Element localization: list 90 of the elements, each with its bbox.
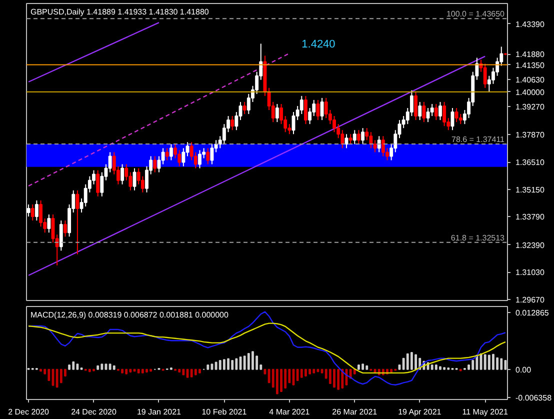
candlestick: [422, 101, 426, 123]
y-tick-label: 1.35150: [516, 185, 545, 194]
candlestick: [206, 148, 210, 165]
text: MACD(12,26,9) 0.008319 0.006872 0.001881 0.000000: [30, 310, 229, 320]
candlestick: [222, 124, 226, 145]
candlestick: [280, 103, 283, 125]
y-tick-label: 1.33790: [516, 212, 545, 222]
candlestick: [47, 214, 51, 234]
candlestick: [198, 150, 202, 169]
candlestick: [373, 140, 377, 153]
candlestick: [153, 156, 157, 173]
annotation: 1.4240: [302, 38, 336, 51]
text: GBPUSD,Daily 1.41889 1.41933 1.41830 1.41880: [30, 8, 210, 16]
candlestick: [76, 190, 80, 255]
y-tick-label: 1.37870: [516, 130, 545, 140]
candlestick: [242, 101, 246, 115]
candlestick: [434, 103, 438, 121]
candlestick: [332, 116, 336, 133]
candlestick: [458, 114, 462, 125]
x-tick-label: 4 Mar 2021: [269, 408, 310, 416]
x-tick-label: 19 Jan 2021: [136, 408, 182, 416]
x-tick-label: 19 Apr 2021: [398, 408, 442, 416]
y-tick-label: 1.36510: [516, 158, 545, 168]
y-tick-label: 1.43390: [516, 20, 545, 29]
y-tick-label: 1.41350: [516, 60, 545, 70]
y-tick-label: 1.41880: [516, 50, 545, 60]
candlestick: [320, 97, 324, 121]
candlestick: [108, 152, 112, 173]
x-tick-label: 10 Feb 2021: [202, 408, 248, 416]
candlestick: [352, 130, 356, 145]
candlestick: [169, 144, 173, 161]
candlestick: [369, 132, 373, 149]
ref-line-label: 78.6 = 1.37411: [451, 134, 506, 144]
ref-line-label: 61.8 = 1.32513: [450, 233, 506, 242]
candlestick: [165, 148, 169, 161]
candlestick: [365, 128, 369, 141]
candlestick: [300, 95, 304, 115]
candlestick: [174, 144, 178, 159]
candlestick: [316, 99, 320, 121]
y-tick-label: 1.29670: [516, 295, 545, 304]
y-tick-label: -0.006358: [516, 394, 552, 403]
candlestick: [430, 103, 434, 117]
candlestick: [96, 170, 100, 197]
candlestick: [348, 134, 352, 145]
y-tick-label: 1.40630: [516, 75, 545, 84]
ref-line-label: 100.0 = 1.43650: [446, 10, 506, 19]
candlestick: [483, 63, 487, 88]
candlestick: [454, 107, 458, 123]
candlestick: [39, 200, 42, 228]
x-tick-label: 2 Dec 2020: [8, 408, 50, 416]
candlestick: [381, 136, 385, 157]
candlestick: [157, 156, 161, 173]
candlestick: [442, 101, 446, 127]
candlestick: [30, 204, 34, 222]
candlestick: [230, 116, 234, 131]
candlestick: [210, 144, 214, 165]
y-tick-label: 1.31030: [516, 268, 545, 278]
candlestick: [308, 107, 312, 125]
candlestick: [100, 172, 104, 197]
candlestick: [450, 107, 454, 131]
candlestick: [304, 95, 308, 125]
line-series: [28, 322, 506, 374]
candlestick: [59, 220, 63, 252]
candlestick: [275, 103, 279, 123]
y-tick-label: 1.39270: [516, 102, 545, 112]
x-tick-label: 11 May 2021: [462, 408, 508, 416]
candlestick: [64, 220, 67, 238]
candlestick: [410, 90, 414, 117]
candlestick: [92, 170, 96, 185]
y-tick-label: 0.012865: [516, 308, 550, 318]
candlestick: [438, 101, 442, 121]
candlestick: [426, 107, 430, 123]
candlestick: [418, 101, 422, 121]
candlestick: [140, 176, 144, 193]
candlestick: [161, 148, 165, 165]
candlestick: [34, 200, 38, 222]
candlestick: [120, 164, 124, 185]
candlestick: [356, 130, 360, 145]
candlestick: [496, 57, 500, 76]
x-tick-label: 24 Dec 2020: [71, 408, 117, 416]
candlestick: [414, 91, 418, 121]
candlestick: [26, 204, 30, 218]
candlestick: [361, 128, 365, 145]
y-tick-label: 0.00: [516, 365, 532, 374]
candlestick: [377, 136, 381, 153]
x-tick-label: 26 Mar 2021: [332, 408, 378, 416]
y-tick-label: 1.40000: [516, 88, 545, 97]
line-series: [28, 311, 506, 386]
y-tick-label: 1.32390: [516, 240, 545, 250]
candlestick: [182, 148, 186, 167]
